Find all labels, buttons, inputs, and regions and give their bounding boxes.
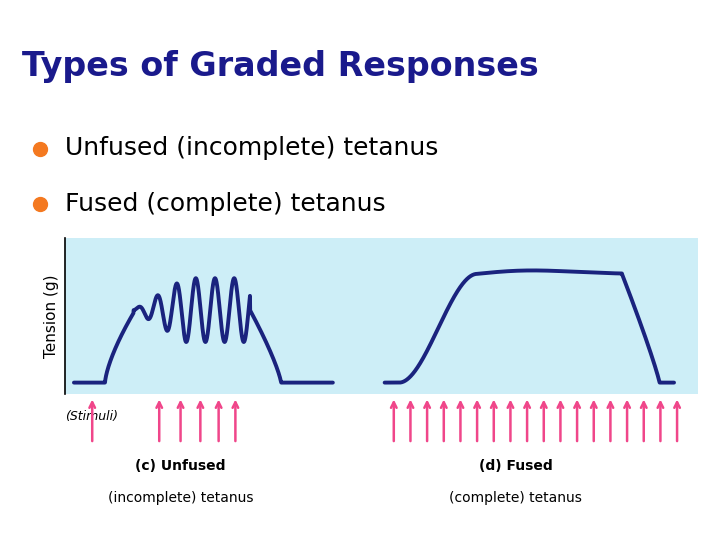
Text: Types of Graded Responses: Types of Graded Responses <box>22 50 539 83</box>
Text: Fused (complete) tetanus: Fused (complete) tetanus <box>65 192 385 217</box>
Y-axis label: Tension (g): Tension (g) <box>44 274 59 357</box>
Text: (incomplete) tetanus: (incomplete) tetanus <box>108 491 253 505</box>
Text: Unfused (incomplete) tetanus: Unfused (incomplete) tetanus <box>65 137 438 160</box>
Text: (c) Unfused: (c) Unfused <box>135 459 226 473</box>
Text: (complete) tetanus: (complete) tetanus <box>449 491 582 505</box>
Text: (d) Fused: (d) Fused <box>479 459 552 473</box>
Text: (Stimuli): (Stimuli) <box>65 410 118 423</box>
